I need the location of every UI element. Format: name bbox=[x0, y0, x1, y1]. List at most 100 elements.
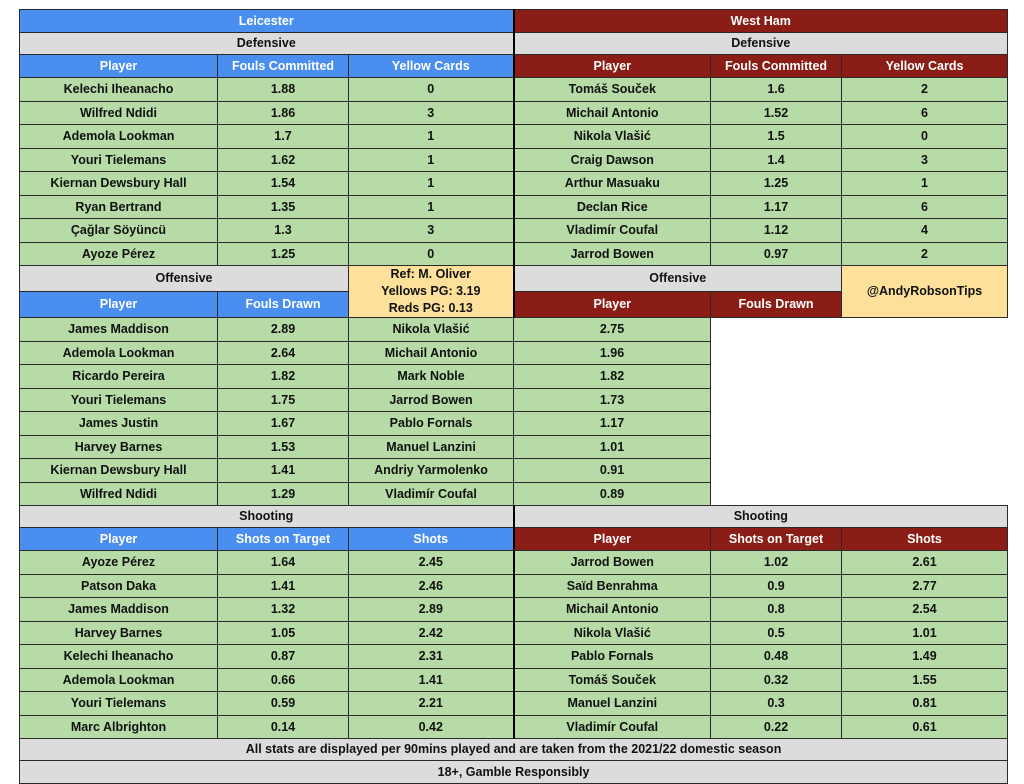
defensive-row: Youri Tielemans 1.62 1 Craig Dawson 1.4 3 bbox=[19, 148, 1009, 172]
away-shooting-player: Tomáš Souček bbox=[513, 668, 712, 692]
away-shots-on-target-value: 1.02 bbox=[710, 549, 843, 575]
home-team-title: Leicester bbox=[18, 9, 515, 33]
home-offensive-player: Harvey Barnes bbox=[19, 435, 218, 459]
away-fouls-drawn-header: Fouls Drawn bbox=[710, 290, 843, 318]
away-offensive-player: Jarrod Bowen bbox=[347, 388, 515, 412]
home-fouls-drawn-value: 1.82 bbox=[217, 363, 349, 389]
offensive-row: Ricardo Pereira 1.82 Mark Noble 1.82 bbox=[19, 363, 1008, 389]
shooting-rows: Ayoze Pérez 1.64 2.45 Jarrod Bowen 1.02 2.61 P… bbox=[19, 549, 1009, 739]
home-shooting-player: Marc Albrighton bbox=[19, 715, 218, 739]
home-offensive-player-header: Player bbox=[19, 290, 218, 318]
home-shots-on-target-value: 1.05 bbox=[217, 621, 349, 645]
home-fouls-drawn-value: 1.67 bbox=[217, 410, 349, 436]
shooting-row: Youri Tielemans 0.59 2.21 Manuel Lanzini 0.3… bbox=[19, 690, 1009, 716]
away-fouls-drawn-value: 1.82 bbox=[513, 363, 712, 389]
home-yellow-cards-value: 1 bbox=[347, 195, 515, 219]
away-offensive-player: Pablo Fornals bbox=[347, 410, 515, 436]
home-shots-on-target-value: 0.14 bbox=[217, 715, 349, 739]
away-fouls-drawn-value: 1.17 bbox=[513, 410, 712, 436]
away-shooting-player: Jarrod Bowen bbox=[513, 549, 712, 575]
home-fouls-committed-value: 1.54 bbox=[217, 170, 349, 196]
offensive-row: Wilfred Ndidi 1.29 Vladimír Coufal 0.89 bbox=[19, 482, 1008, 506]
home-shots-value: 2.46 bbox=[347, 574, 515, 598]
away-defensive-player-header: Player bbox=[513, 54, 712, 78]
home-defensive-section: Defensive bbox=[18, 31, 515, 55]
home-shots-on-target-value: 1.64 bbox=[217, 549, 349, 575]
away-offensive-player: Michail Antonio bbox=[347, 341, 515, 365]
shooting-row: James Maddison 1.32 2.89 Michail Antonio 0.8… bbox=[19, 596, 1009, 622]
home-shots-value: 2.45 bbox=[347, 549, 515, 575]
home-yellow-cards-value: 0 bbox=[347, 242, 515, 266]
away-defensive-player: Jarrod Bowen bbox=[513, 242, 712, 266]
home-shots-on-target-value: 1.41 bbox=[217, 574, 349, 598]
home-fouls-committed-value: 1.86 bbox=[217, 101, 349, 125]
gambling-disclaimer: 18+, Gamble Responsibly bbox=[18, 760, 1009, 784]
away-offensive-player: Vladimír Coufal bbox=[347, 482, 515, 506]
away-shots-on-target-value: 0.8 bbox=[710, 596, 843, 622]
home-fouls-committed-value: 1.25 bbox=[217, 242, 349, 266]
home-offensive-player: Kiernan Dewsbury Hall bbox=[19, 457, 218, 483]
away-shooting-section: Shooting bbox=[513, 504, 1009, 528]
match-stats-table: Leicester West Ham Defensive Defensive P… bbox=[18, 9, 1009, 784]
home-shooting-player: Ayoze Pérez bbox=[19, 549, 218, 575]
home-yellow-cards-value: 1 bbox=[347, 123, 515, 149]
away-fouls-drawn-value: 1.73 bbox=[513, 388, 712, 412]
home-yellow-cards-value: 1 bbox=[347, 170, 515, 196]
away-shots-value: 1.49 bbox=[841, 643, 1009, 669]
home-defensive-player: Ayoze Pérez bbox=[19, 242, 218, 266]
home-shooting-player: James Maddison bbox=[19, 596, 218, 622]
home-yellow-cards-value: 3 bbox=[347, 217, 515, 243]
away-yellow-cards-value: 1 bbox=[841, 170, 1009, 196]
referee-name: Ref: M. Oliver bbox=[390, 266, 472, 281]
home-shots-value: 2.21 bbox=[347, 690, 515, 716]
stats-footnote: All stats are displayed per 90mins playe… bbox=[18, 737, 1009, 761]
home-fouls-committed-value: 1.35 bbox=[217, 195, 349, 219]
home-shots-value: 2.42 bbox=[347, 621, 515, 645]
home-shooting-player: Patson Daka bbox=[19, 574, 218, 598]
offensive-row: James Justin 1.67 Pablo Fornals 1.17 bbox=[19, 410, 1008, 436]
shooting-row: Harvey Barnes 1.05 2.42 Nikola Vlašić 0.5 1.0… bbox=[19, 621, 1009, 645]
shooting-row: Patson Daka 1.41 2.46 Saïd Benrahma 0.9 2.77 bbox=[19, 574, 1009, 598]
home-shots-value: 0.42 bbox=[347, 715, 515, 739]
away-fouls-committed-value: 1.4 bbox=[710, 148, 843, 172]
shooting-row: Marc Albrighton 0.14 0.42 Vladimír Coufal 0.… bbox=[19, 715, 1009, 739]
home-fouls-drawn-header: Fouls Drawn bbox=[217, 290, 349, 318]
home-fouls-committed-value: 1.3 bbox=[217, 217, 349, 243]
home-fouls-committed-header: Fouls Committed bbox=[217, 54, 349, 78]
away-defensive-player: Arthur Masuaku bbox=[513, 170, 712, 196]
away-offensive-player: Mark Noble bbox=[347, 363, 515, 389]
home-yellow-cards-header: Yellow Cards bbox=[347, 54, 515, 78]
away-defensive-section: Defensive bbox=[513, 31, 1009, 55]
away-shots-on-target-value: 0.9 bbox=[710, 574, 843, 598]
home-shots-header: Shots bbox=[347, 527, 515, 551]
offensive-row: Ademola Lookman 2.64 Michail Antonio 1.96 bbox=[19, 341, 1008, 365]
away-shooting-player: Michail Antonio bbox=[513, 596, 712, 622]
away-shooting-player: Saïd Benrahma bbox=[513, 574, 712, 598]
offensive-rows: James Maddison 2.89 Nikola Vlašić 2.75 Ademo… bbox=[19, 316, 1008, 506]
home-shots-value: 2.89 bbox=[347, 596, 515, 622]
away-defensive-player: Declan Rice bbox=[513, 195, 712, 219]
away-yellow-cards-value: 0 bbox=[841, 123, 1009, 149]
handle-box: @AndyRobsonTips bbox=[841, 264, 1009, 318]
defensive-row: Ayoze Pérez 1.25 0 Jarrod Bowen 0.97 2 bbox=[19, 242, 1009, 266]
home-shooting-section: Shooting bbox=[18, 504, 515, 528]
away-fouls-committed-value: 1.12 bbox=[710, 217, 843, 243]
home-shooting-player: Ademola Lookman bbox=[19, 668, 218, 692]
away-fouls-drawn-value: 1.01 bbox=[513, 435, 712, 459]
home-offensive-section: Offensive bbox=[19, 264, 349, 292]
away-defensive-player: Vladimír Coufal bbox=[513, 217, 712, 243]
away-defensive-player: Tomáš Souček bbox=[513, 76, 712, 102]
offensive-row: Youri Tielemans 1.75 Jarrod Bowen 1.73 bbox=[19, 388, 1008, 412]
away-shots-value: 0.81 bbox=[841, 690, 1009, 716]
away-fouls-committed-value: 1.5 bbox=[710, 123, 843, 149]
away-yellow-cards-value: 2 bbox=[841, 76, 1009, 102]
away-fouls-committed-value: 1.25 bbox=[710, 170, 843, 196]
home-shooting-player: Harvey Barnes bbox=[19, 621, 218, 645]
twitter-handle: @AndyRobsonTips bbox=[866, 283, 983, 298]
home-offensive-player: Wilfred Ndidi bbox=[19, 482, 218, 506]
home-shots-on-target-header: Shots on Target bbox=[217, 527, 349, 551]
home-offensive-player: Youri Tielemans bbox=[19, 388, 218, 412]
defensive-row: Çağlar Söyüncü 1.3 3 Vladimír Coufal 1.12 4 bbox=[19, 217, 1009, 243]
away-yellow-cards-header: Yellow Cards bbox=[841, 54, 1009, 78]
defensive-row: Kelechi Iheanacho 1.88 0 Tomáš Souček 1.6 2 bbox=[19, 76, 1009, 102]
